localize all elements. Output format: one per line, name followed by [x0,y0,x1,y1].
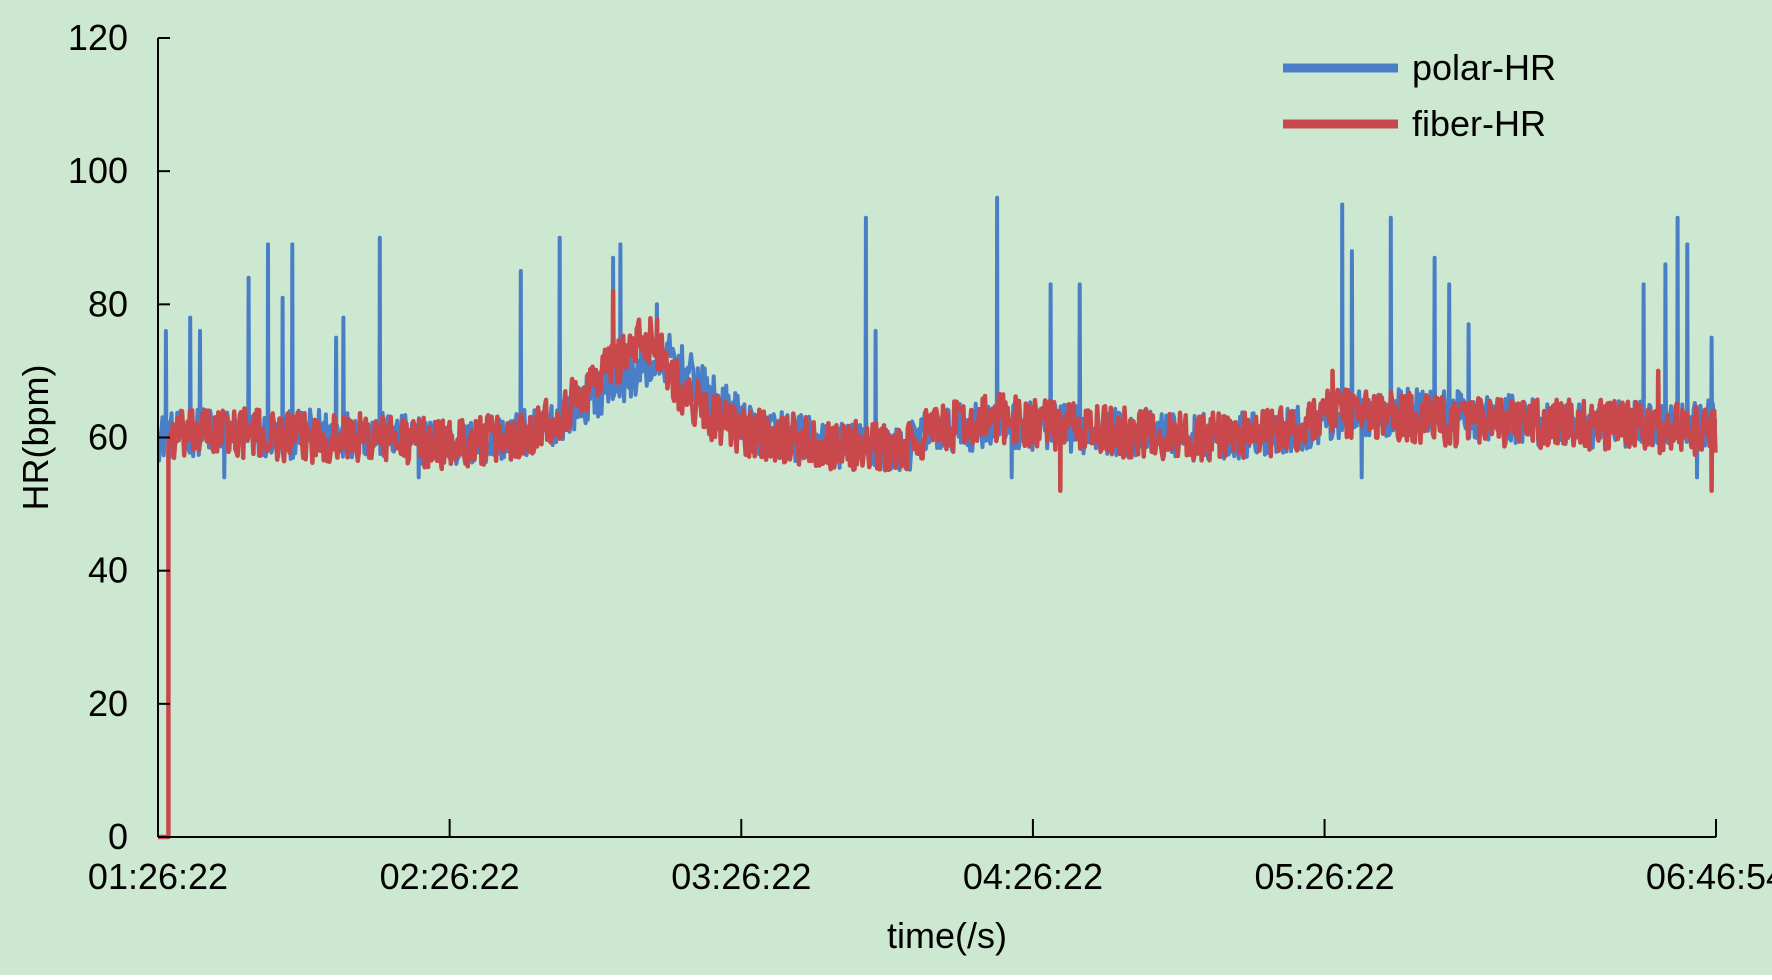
y-tick-label: 120 [68,17,128,58]
y-tick-label: 80 [88,283,128,324]
y-tick-label: 100 [68,150,128,191]
axes-layer: 0 20 40 60 80 100 120 01:26:22 02:26:22 03:26:22… [68,17,1772,897]
x-tick-label: 03:26:22 [671,856,811,897]
legend-label: polar-HR [1412,47,1556,88]
legend-label: fiber-HR [1412,103,1546,144]
y-ticks: 0 20 40 60 80 100 120 [68,17,170,857]
y-tick-label: 20 [88,683,128,724]
series-line-fiber-hr [158,288,1718,840]
x-ticks: 01:26:22 02:26:22 03:26:22 04:26:22 05:26:22… [88,819,1772,897]
x-tick-label: 02:26:22 [380,856,520,897]
y-tick-label: 40 [88,550,128,591]
legend: polar-HR fiber-HR [1283,47,1556,144]
y-tick-label: 0 [108,816,128,857]
x-tick-label: 06:46:54 [1646,856,1772,897]
x-tick-label: 05:26:22 [1254,856,1394,897]
x-tick-label: 04:26:22 [963,856,1103,897]
y-tick-label: 60 [88,417,128,458]
series-layer [157,195,1718,840]
x-axis-label: time(/s) [887,915,1007,956]
y-axis-label: HR(bpm) [15,364,56,510]
x-tick-label: 01:26:22 [88,856,228,897]
